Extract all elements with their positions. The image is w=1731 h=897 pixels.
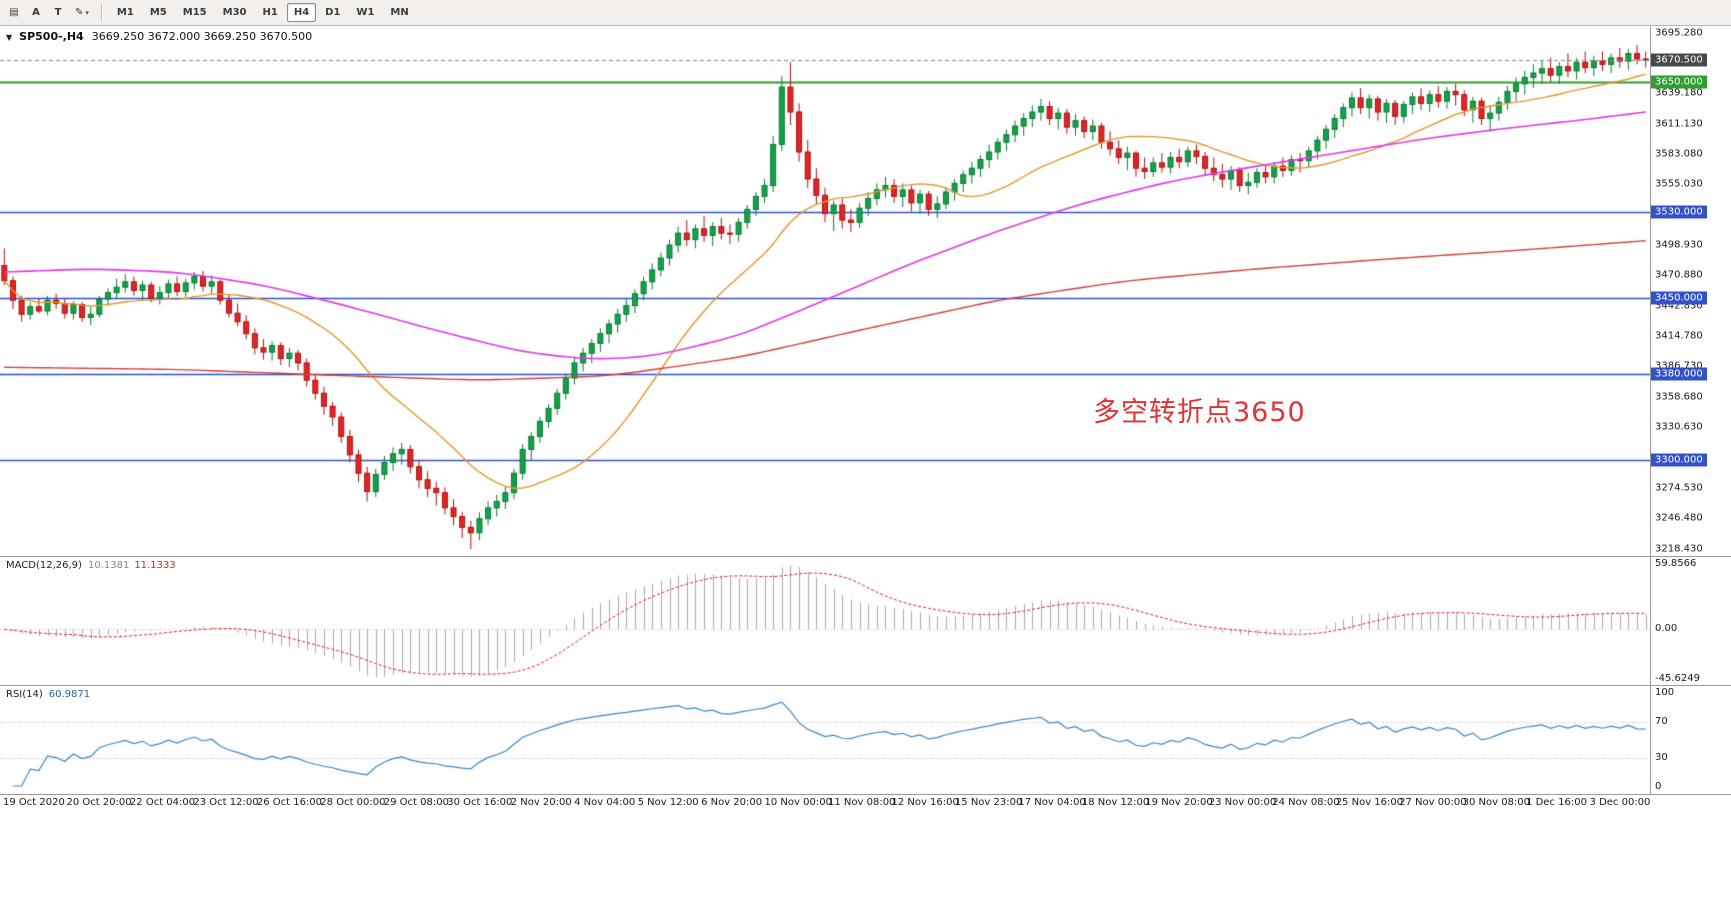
macd-canvas[interactable] [0,557,1650,685]
annotation-text: 多空转折点3650 [1093,397,1306,428]
time-tick: 6 Nov 20:00 [701,797,763,808]
tool-t-button[interactable]: T [54,7,62,18]
ohlc-values: 3669.250 3672.000 3669.250 3670.500 [91,30,313,43]
time-tick: 12 Nov 16:00 [891,797,959,808]
timeframe-m1-button[interactable]: M1 [116,7,134,18]
timeframe-m15-button[interactable]: M15 [182,7,207,18]
time-tick: 30 Nov 08:00 [1462,797,1531,808]
panel-separator[interactable] [0,685,1731,686]
time-tick: 25 Nov 16:00 [1335,797,1404,808]
time-tick: 17 Nov 04:00 [1018,797,1086,808]
time-tick: 1 Dec 16:00 [1526,797,1587,808]
time-tick: 19 Oct 2020 [3,797,65,808]
chart-list-button[interactable]: ▤ [9,7,19,18]
timeframe-m30-button[interactable]: M30 [222,7,247,18]
tool-a-button[interactable]: A [32,7,40,18]
macd-label: MACD(12,26,9) 10.1381 11.1333 [6,560,176,571]
macd-scale-zero: 0.00 [1655,623,1678,635]
price-tag-level: 3300.000 [1651,453,1707,467]
price-tag-current-price: 3670.500 [1651,53,1707,67]
timeframe-mn-button[interactable]: MN [390,7,409,18]
time-tick: 23 Nov 00:00 [1208,797,1277,808]
time-tick: 15 Nov 23:00 [954,797,1023,808]
timeframe-d1-button[interactable]: D1 [325,7,341,18]
timeframe-h4-button[interactable]: H4 [286,3,317,22]
one-click-trading-arrow-icon[interactable]: ▼ [6,33,13,42]
price-tick: 3583.080 [1655,148,1703,160]
dropdown-arrow-icon: ▾ [85,8,89,17]
price-tick: 3611.130 [1655,118,1703,130]
rsi-scale-0: 0 [1655,781,1662,792]
timeframe-m5-button[interactable]: M5 [149,7,167,18]
price-tag-level: 3380.000 [1651,367,1707,381]
macd-scale-bottom: -45.6249 [1655,673,1700,684]
timeframe-h1-button[interactable]: H1 [262,7,278,18]
time-tick: 3 Dec 00:00 [1589,797,1651,808]
time-tick: 18 Nov 12:00 [1081,797,1150,808]
price-tick: 3218.430 [1655,543,1703,554]
price-tick: 3358.680 [1655,391,1703,403]
panel-separator [0,794,1731,795]
time-tick: 23 Oct 12:00 [193,797,259,808]
chart-area: ▼ SP500-,H4 3669.250 3672.000 3669.250 367… [0,26,1731,897]
drawing-tool-button[interactable]: ✎ ▾ [75,7,89,18]
macd-signal-value: 11.1333 [134,560,176,571]
timeframe-w1-button[interactable]: W1 [356,7,375,18]
time-tick: 24 Nov 08:00 [1272,797,1340,808]
rsi-scale-70: 70 [1655,715,1668,727]
time-tick: 4 Nov 04:00 [574,797,636,808]
toolbar-tools-group: ▤ A T ✎ ▾ [4,3,94,22]
time-tick: 28 Oct 00:00 [320,797,386,808]
time-tick: 22 Oct 04:00 [129,797,196,808]
macd-value: 10.1381 [87,560,130,571]
main-chart-canvas[interactable] [0,26,1650,556]
rsi-title: RSI(14) [6,689,43,700]
price-axis-border [1650,26,1651,795]
price-tick: 3639.180 [1655,87,1703,99]
time-tick: 26 Oct 16:00 [256,797,323,808]
price-tick: 3246.480 [1655,512,1703,524]
price-tick: 3470.880 [1655,269,1703,281]
price-tick: 3386.730 [1655,361,1703,372]
panel-separator[interactable] [0,556,1731,557]
price-tick: 3330.630 [1655,421,1703,433]
time-tick: 30 Oct 16:00 [447,797,513,808]
price-tick: 3414.780 [1655,330,1703,342]
price-tick: 3695.280 [1655,27,1703,39]
rsi-scale-100: 100 [1655,687,1675,698]
rsi-value: 60.9871 [48,689,91,700]
price-tick: 3498.930 [1655,239,1703,251]
time-tick: 10 Nov 00:00 [764,797,832,808]
time-tick: 27 Nov 00:00 [1399,797,1467,808]
time-tick: 29 Oct 08:00 [383,797,449,808]
price-tick: 3442.830 [1655,300,1703,312]
time-tick: 19 Nov 20:00 [1145,797,1213,808]
time-tick: 5 Nov 12:00 [637,797,699,808]
rsi-label: RSI(14) 60.9871 [6,689,90,700]
macd-title: MACD(12,26,9) [6,560,82,571]
time-tick: 11 Nov 08:00 [828,797,896,808]
price-tag-key-level: 3650.000 [1651,75,1707,89]
rsi-canvas[interactable] [0,686,1650,794]
symbol-period-label: SP500-,H4 [19,30,84,43]
toolbar-separator [100,4,103,21]
price-tick: 3555.030 [1655,178,1703,190]
price-tick: 3274.530 [1655,482,1703,494]
price-tag-level: 3450.000 [1651,291,1707,305]
rsi-scale-30: 30 [1655,752,1668,764]
time-tick: 20 Oct 20:00 [66,797,132,808]
toolbar: ▤ A T ✎ ▾ M1 M5 M15 M30 H1 H4 D1 W1 MN [0,0,1731,26]
timeframe-buttons-group: M1 M5 M15 M30 H1 H4 D1 W1 MN [110,3,416,22]
price-tag-level: 3530.000 [1651,205,1707,218]
macd-scale-top: 59.8566 [1655,558,1697,569]
symbol-ohlc-label: ▼ SP500-,H4 3669.250 3672.000 3669.250 367… [6,30,312,43]
time-tick: 2 Nov 20:00 [510,797,572,808]
